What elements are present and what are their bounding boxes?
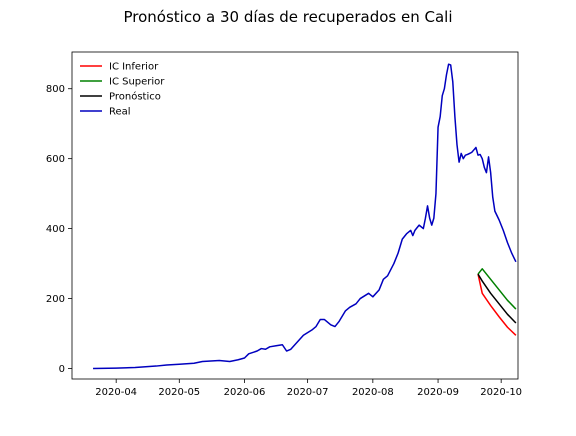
y-axis: 0 200 400 600 800 xyxy=(46,84,72,375)
chart-title: Pronóstico a 30 días de recuperados en C… xyxy=(123,8,452,26)
x-tick-label: 2020-09 xyxy=(417,387,459,398)
y-tick-label: 800 xyxy=(46,84,65,95)
x-tick-label: 2020-07 xyxy=(287,387,329,398)
x-tick-label: 2020-05 xyxy=(158,387,200,398)
series-line-pron-stico xyxy=(478,274,516,323)
legend-label: IC Inferior xyxy=(109,62,159,73)
series-layer xyxy=(93,64,516,368)
x-tick-label: 2020-06 xyxy=(224,387,266,398)
y-tick-label: 400 xyxy=(46,224,65,235)
y-tick-label: 600 xyxy=(46,154,65,165)
series-line-real xyxy=(93,64,516,368)
x-axis: 2020-04 2020-05 2020-06 2020-07 2020-08 2020-… xyxy=(95,379,522,398)
y-tick-label: 200 xyxy=(46,294,65,305)
series-line-ic-superior xyxy=(478,269,516,309)
y-tick-label: 0 xyxy=(59,364,65,375)
x-tick-label: 2020-08 xyxy=(352,387,394,398)
legend-label: Real xyxy=(109,107,131,118)
legend-label: IC Superior xyxy=(109,77,165,88)
legend-label: Pronóstico xyxy=(109,91,161,103)
legend: IC Inferior IC Superior Pronóstico Real xyxy=(80,62,165,118)
x-tick-label: 2020-10 xyxy=(480,387,522,398)
x-tick-label: 2020-04 xyxy=(95,387,137,398)
